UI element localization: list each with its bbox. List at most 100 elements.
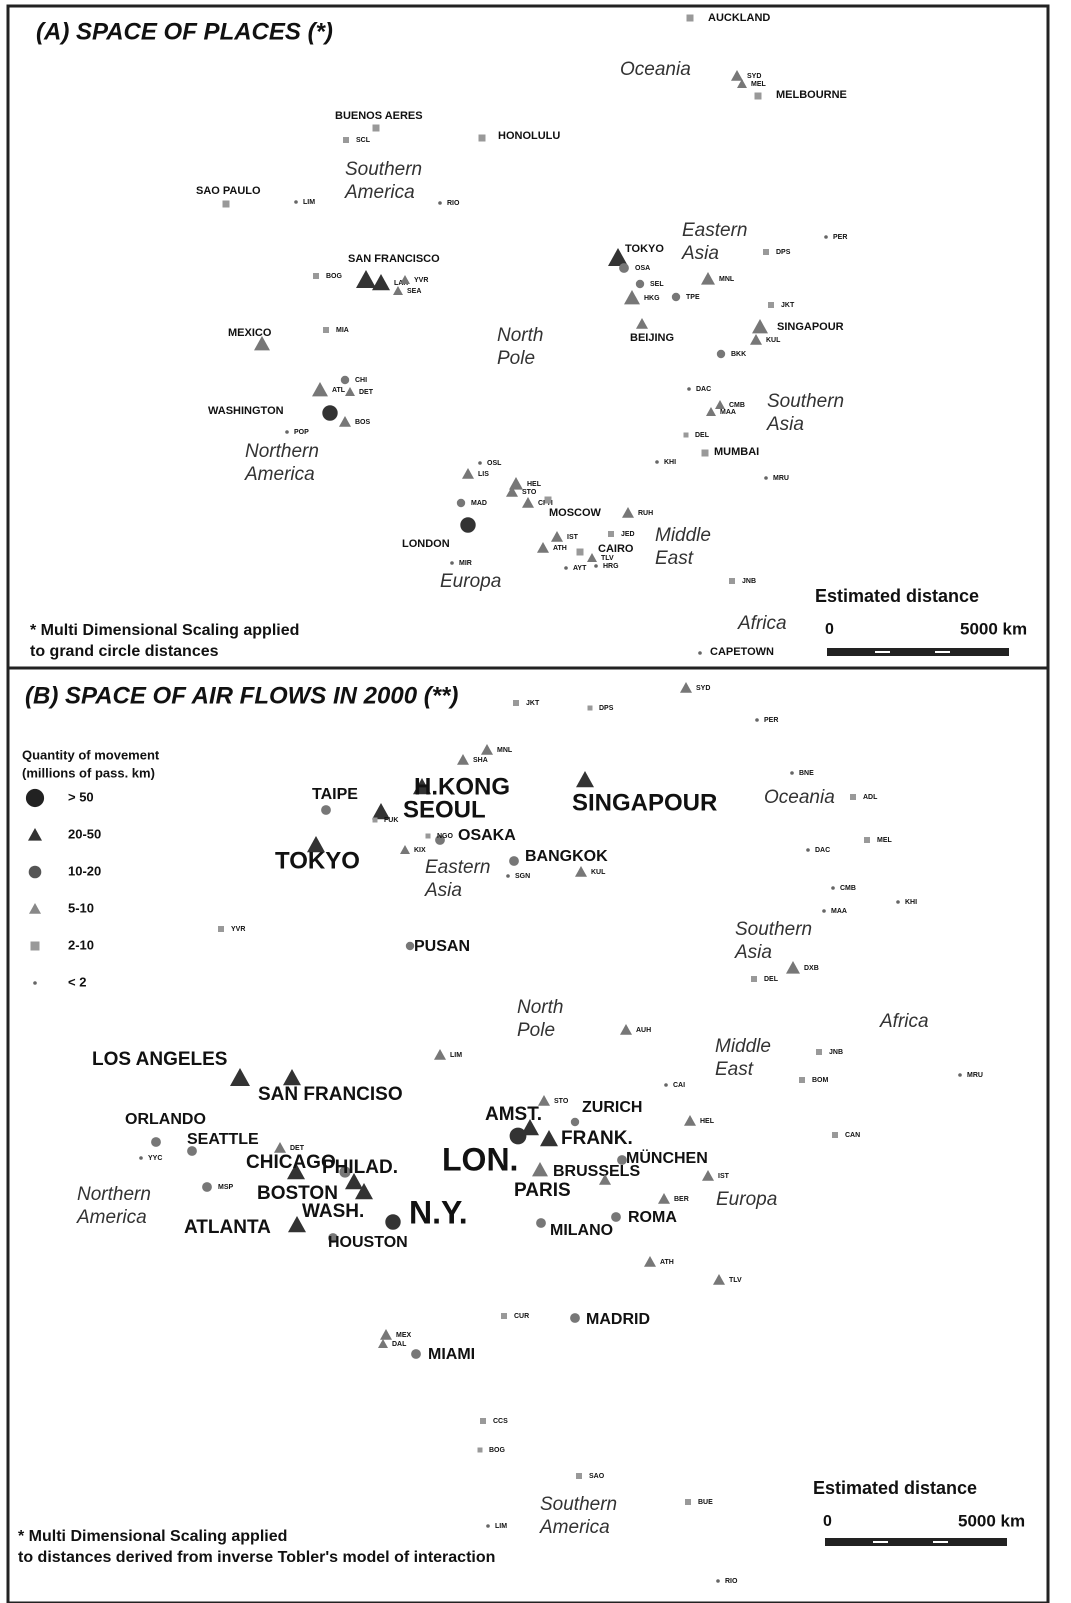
- city-label: CHI: [355, 377, 367, 384]
- city-label: BOM: [812, 1077, 829, 1084]
- city-marker: [576, 548, 584, 556]
- city-label: SHA: [473, 757, 488, 764]
- city-marker: [283, 1069, 301, 1086]
- city-marker: [513, 700, 519, 706]
- legend-title: (millions of pass. km): [22, 765, 155, 780]
- city-label: HONOLULU: [498, 130, 560, 142]
- city-marker: [321, 805, 331, 815]
- city-marker: [477, 1447, 483, 1453]
- city-label: BOG: [326, 273, 343, 280]
- city-marker: [328, 1233, 338, 1243]
- city-label: FUK: [384, 817, 398, 824]
- city-marker: [202, 1182, 212, 1192]
- region-label: Northern: [245, 441, 319, 462]
- city-label: SINGAPOUR: [777, 321, 844, 333]
- city-marker: [405, 941, 415, 951]
- city-label: CCS: [493, 1418, 508, 1425]
- scale-end: 5000 km: [958, 1511, 1025, 1530]
- city-marker: [701, 449, 709, 457]
- city-marker: [287, 1163, 305, 1180]
- city-label: ATL: [332, 387, 346, 394]
- city-label: KHI: [905, 899, 917, 906]
- city-marker: [617, 1155, 627, 1165]
- city-marker: [622, 507, 634, 518]
- city-label: MRU: [967, 1072, 983, 1079]
- city-marker: [716, 349, 726, 359]
- city-label: CAI: [673, 1082, 685, 1089]
- city-label: IST: [567, 534, 579, 541]
- city-marker: [372, 124, 380, 132]
- city-label: BRUSSELS: [553, 1163, 640, 1180]
- city-label: AUCKLAND: [708, 12, 770, 24]
- city-marker: [509, 856, 519, 866]
- region-label: North: [497, 325, 543, 346]
- city-marker: [816, 1049, 822, 1055]
- city-marker: [824, 235, 828, 239]
- city-marker: [536, 1218, 546, 1228]
- city-label: MEX: [396, 1332, 412, 1339]
- city-label: DET: [290, 1145, 305, 1152]
- city-label: DXB: [804, 965, 819, 972]
- city-label: SAN FRANCISCO: [348, 253, 440, 265]
- city-label: BANGKOK: [525, 848, 608, 865]
- city-label: LIM: [450, 1052, 462, 1059]
- region-label: Pole: [497, 348, 535, 369]
- legend-label: 5-10: [68, 900, 94, 915]
- city-marker: [312, 382, 328, 397]
- region-label: America: [244, 464, 315, 485]
- city-label: DAC: [815, 847, 830, 854]
- city-label: ATLANTA: [184, 1217, 271, 1238]
- city-label: JED: [621, 531, 635, 538]
- city-label: SAO PAULO: [196, 185, 261, 197]
- city-label: MIA: [336, 327, 349, 334]
- city-marker: [434, 1049, 446, 1060]
- city-label: N.Y.: [409, 1194, 468, 1230]
- city-label: MEL: [877, 837, 893, 844]
- city-marker: [29, 903, 41, 914]
- city-label: MRU: [773, 475, 789, 482]
- city-marker: [307, 836, 325, 853]
- city-marker: [635, 279, 645, 289]
- city-label: YYC: [148, 1155, 162, 1162]
- city-marker: [509, 477, 523, 490]
- city-marker: [671, 292, 681, 302]
- city-marker: [752, 319, 768, 334]
- city-label: TPE: [686, 294, 700, 301]
- city-label: BNE: [799, 770, 814, 777]
- legend-label: > 50: [68, 789, 94, 804]
- city-marker: [378, 1339, 388, 1348]
- city-marker: [636, 318, 648, 329]
- city-marker: [339, 416, 351, 427]
- city-marker: [731, 70, 743, 81]
- city-marker: [481, 744, 493, 755]
- region-label: Asia: [766, 414, 804, 435]
- city-marker: [356, 270, 376, 288]
- city-marker: [222, 200, 230, 208]
- city-marker: [537, 542, 549, 553]
- city-marker: [522, 497, 534, 508]
- city-marker: [538, 1095, 550, 1106]
- region-label: Northern: [77, 1184, 151, 1205]
- scale-start: 0: [825, 621, 834, 638]
- scale-end: 5000 km: [960, 619, 1027, 638]
- region-label: Southern: [345, 159, 422, 180]
- city-marker: [764, 476, 768, 480]
- city-label: JKT: [526, 700, 540, 707]
- region-label: Southern: [540, 1494, 617, 1515]
- city-marker: [768, 302, 774, 308]
- city-marker: [587, 705, 593, 711]
- city-label: SCL: [356, 137, 371, 144]
- city-marker: [285, 430, 289, 434]
- city-label: YVR: [231, 926, 245, 933]
- region-label: Asia: [424, 880, 462, 901]
- city-label: ZURICH: [582, 1099, 642, 1116]
- city-marker: [462, 468, 474, 479]
- city-label: BOG: [489, 1447, 506, 1454]
- city-label: LIM: [303, 199, 315, 206]
- city-marker: [751, 976, 757, 982]
- city-marker: [413, 778, 431, 795]
- city-marker: [685, 1499, 691, 1505]
- city-label: KUL: [591, 869, 606, 876]
- panel-title: (B) SPACE OF AIR FLOWS IN 2000 (**): [25, 682, 458, 709]
- city-label: YVR: [414, 277, 428, 284]
